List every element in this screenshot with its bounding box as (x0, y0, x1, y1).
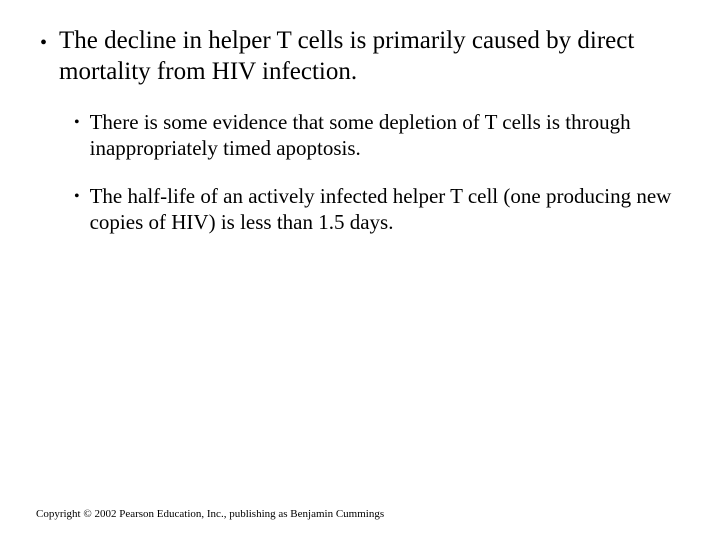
sub-bullet-text: There is some evidence that some depleti… (90, 109, 684, 161)
bullet-dot-icon: • (40, 28, 47, 58)
copyright-text: Copyright © 2002 Pearson Education, Inc.… (36, 508, 384, 520)
bullet-dot-icon: • (74, 110, 80, 136)
slide: • The decline in helper T cells is prima… (0, 0, 720, 540)
sub-bullet-text: The half-life of an actively infected he… (90, 183, 684, 235)
main-bullet-item: • The decline in helper T cells is prima… (40, 26, 684, 87)
sub-bullet-item: • The half-life of an actively infected … (74, 183, 684, 235)
sub-bullet-item: • There is some evidence that some deple… (74, 109, 684, 161)
main-bullet-text: The decline in helper T cells is primari… (59, 26, 684, 87)
bullet-dot-icon: • (74, 184, 80, 210)
sub-bullet-list: • There is some evidence that some deple… (74, 109, 684, 235)
